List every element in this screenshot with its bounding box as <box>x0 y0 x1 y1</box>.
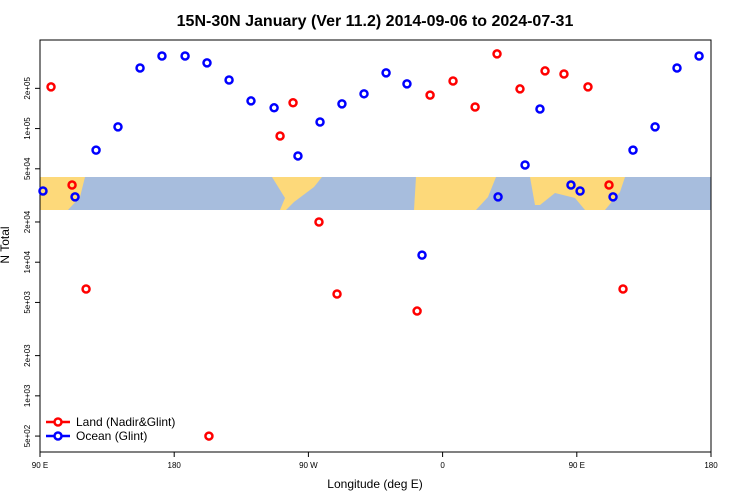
point <box>293 151 303 161</box>
point <box>81 284 91 294</box>
legend-label: Land (Nadir&Glint) <box>76 415 175 429</box>
point <box>515 84 525 94</box>
point <box>672 63 682 73</box>
y-tick-label: 2e+03 <box>23 344 32 367</box>
point <box>575 186 585 196</box>
y-tick-label: 2e+05 <box>23 77 32 100</box>
point <box>412 306 422 316</box>
point <box>381 68 391 78</box>
y-tick-label: 5e+02 <box>23 424 32 447</box>
y-tick-label: 2e+04 <box>23 210 32 233</box>
point <box>157 51 167 61</box>
point <box>275 131 285 141</box>
legend-marker <box>53 431 63 441</box>
point <box>135 63 145 73</box>
point <box>493 192 503 202</box>
legend-marker <box>53 417 63 427</box>
point <box>470 102 480 112</box>
point <box>359 89 369 99</box>
point <box>314 217 324 227</box>
point <box>337 99 347 109</box>
point <box>402 79 412 89</box>
point <box>113 122 123 132</box>
map-strip <box>40 177 711 210</box>
point <box>204 431 214 441</box>
point <box>332 289 342 299</box>
y-tick-label: 5e+04 <box>23 157 32 180</box>
x-axis-label: Longitude (deg E) <box>327 477 422 491</box>
point <box>246 96 256 106</box>
point <box>492 49 502 59</box>
point <box>608 192 618 202</box>
x-tick-label: 90 E <box>569 461 585 470</box>
chart-title: 15N-30N January (Ver 11.2) 2014-09-06 to… <box>177 13 574 30</box>
point <box>417 250 427 260</box>
point <box>694 51 704 61</box>
point <box>202 58 212 68</box>
x-tick-label: 0 <box>440 461 445 470</box>
point <box>618 284 628 294</box>
point <box>540 66 550 76</box>
point <box>566 180 576 190</box>
point <box>315 117 325 127</box>
point <box>535 104 545 114</box>
point <box>650 122 660 132</box>
point <box>604 180 614 190</box>
point <box>70 192 80 202</box>
y-tick-label: 5e+03 <box>23 291 32 314</box>
y-tick-label: 1e+03 <box>23 384 32 407</box>
point <box>288 98 298 108</box>
point <box>67 180 77 190</box>
legend-label: Ocean (Glint) <box>76 429 147 443</box>
point <box>269 103 279 113</box>
plot-frame <box>39 39 712 453</box>
point <box>91 145 101 155</box>
point <box>448 76 458 86</box>
point <box>46 82 56 92</box>
point <box>180 51 190 61</box>
point <box>425 90 435 100</box>
y-tick-label: 1e+04 <box>23 250 32 273</box>
point <box>224 75 234 85</box>
x-tick-label: 180 <box>168 461 182 470</box>
point <box>520 160 530 170</box>
point <box>583 82 593 92</box>
x-tick-label: 90 W <box>299 461 318 470</box>
point <box>38 186 48 196</box>
x-tick-label: 90 E <box>32 461 48 470</box>
y-axis-label: N Total <box>0 226 12 263</box>
point <box>559 69 569 79</box>
point <box>628 145 638 155</box>
x-tick-label: 180 <box>704 461 718 470</box>
y-tick-label: 1e+05 <box>23 117 32 140</box>
